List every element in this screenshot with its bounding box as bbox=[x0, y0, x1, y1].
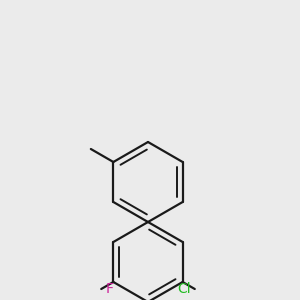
Text: Cl: Cl bbox=[177, 282, 191, 296]
Text: F: F bbox=[105, 282, 113, 296]
